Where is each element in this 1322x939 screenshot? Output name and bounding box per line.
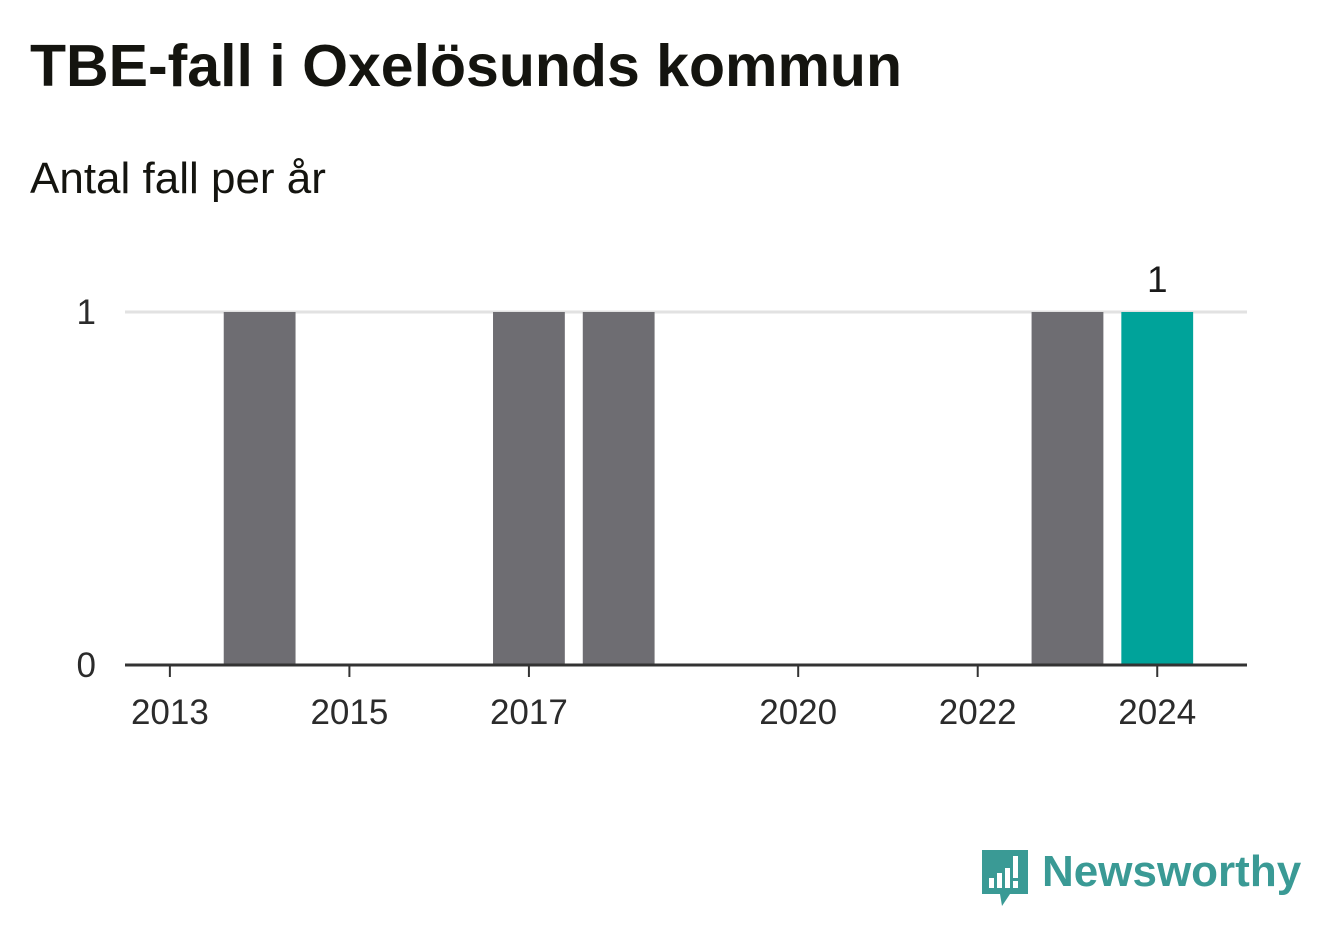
x-tick-label-2022: 2022 bbox=[939, 693, 1017, 732]
bar-2023 bbox=[1031, 312, 1104, 665]
labels: 0 1 1 2013 2015 2017 2020 2022 2024 bbox=[77, 259, 1197, 732]
newsworthy-logo: Newsworthy bbox=[980, 848, 1301, 910]
chart-subtitle: Antal fall per år bbox=[30, 154, 326, 203]
data-label-2024: 1 bbox=[1147, 259, 1168, 300]
bar-2014 bbox=[223, 312, 296, 665]
y-tick-label-1: 1 bbox=[77, 293, 96, 332]
chart-title: TBE-fall i Oxelösunds kommun bbox=[30, 33, 903, 99]
bar-2017 bbox=[493, 312, 565, 665]
bars bbox=[223, 312, 1194, 665]
x-tick-label-2017: 2017 bbox=[490, 693, 568, 732]
x-tick-label-2015: 2015 bbox=[310, 693, 388, 732]
x-tick-label-2024: 2024 bbox=[1118, 693, 1196, 732]
y-tick-label-0: 0 bbox=[77, 646, 96, 685]
bar-2024 bbox=[1121, 312, 1194, 665]
newsworthy-logo-icon bbox=[982, 850, 1028, 906]
x-tick-label-2020: 2020 bbox=[759, 693, 837, 732]
brand-name: Newsworthy bbox=[1042, 847, 1302, 896]
x-axis bbox=[125, 663, 1247, 677]
x-tick-label-2013: 2013 bbox=[131, 693, 209, 732]
bar-2018 bbox=[582, 312, 655, 665]
